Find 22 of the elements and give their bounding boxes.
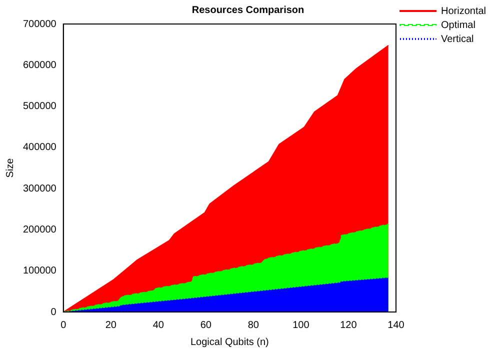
x-tick-label: 140: [388, 320, 405, 331]
y-axis-title: Size: [4, 158, 16, 178]
y-tick-label: 300000: [22, 183, 57, 194]
y-tick-label: 600000: [22, 60, 57, 71]
chart-title: Resources Comparison: [192, 4, 304, 16]
legend-label: Horizontal: [440, 6, 486, 17]
y-tick-label: 400000: [22, 142, 57, 154]
x-tick-label: 60: [200, 320, 212, 331]
x-tick-label: 0: [60, 320, 67, 331]
y-tick-label: 500000: [22, 101, 57, 112]
y-tick-label: 200000: [22, 224, 57, 236]
legend-label: Vertical: [440, 34, 474, 45]
x-tick-label: 20: [105, 320, 117, 331]
y-tick-label: 0: [50, 306, 57, 318]
y-tick-label: 700000: [22, 18, 57, 30]
legend-label: Optimal: [440, 20, 476, 31]
x-axis-title: Logical Qubits (n): [190, 336, 269, 348]
x-tick-label: 40: [152, 320, 164, 331]
x-tick-label: 80: [248, 320, 260, 331]
x-tick-label: 100: [292, 320, 310, 331]
x-tick-label: 120: [340, 320, 358, 331]
y-tick-label: 100000: [22, 266, 57, 277]
